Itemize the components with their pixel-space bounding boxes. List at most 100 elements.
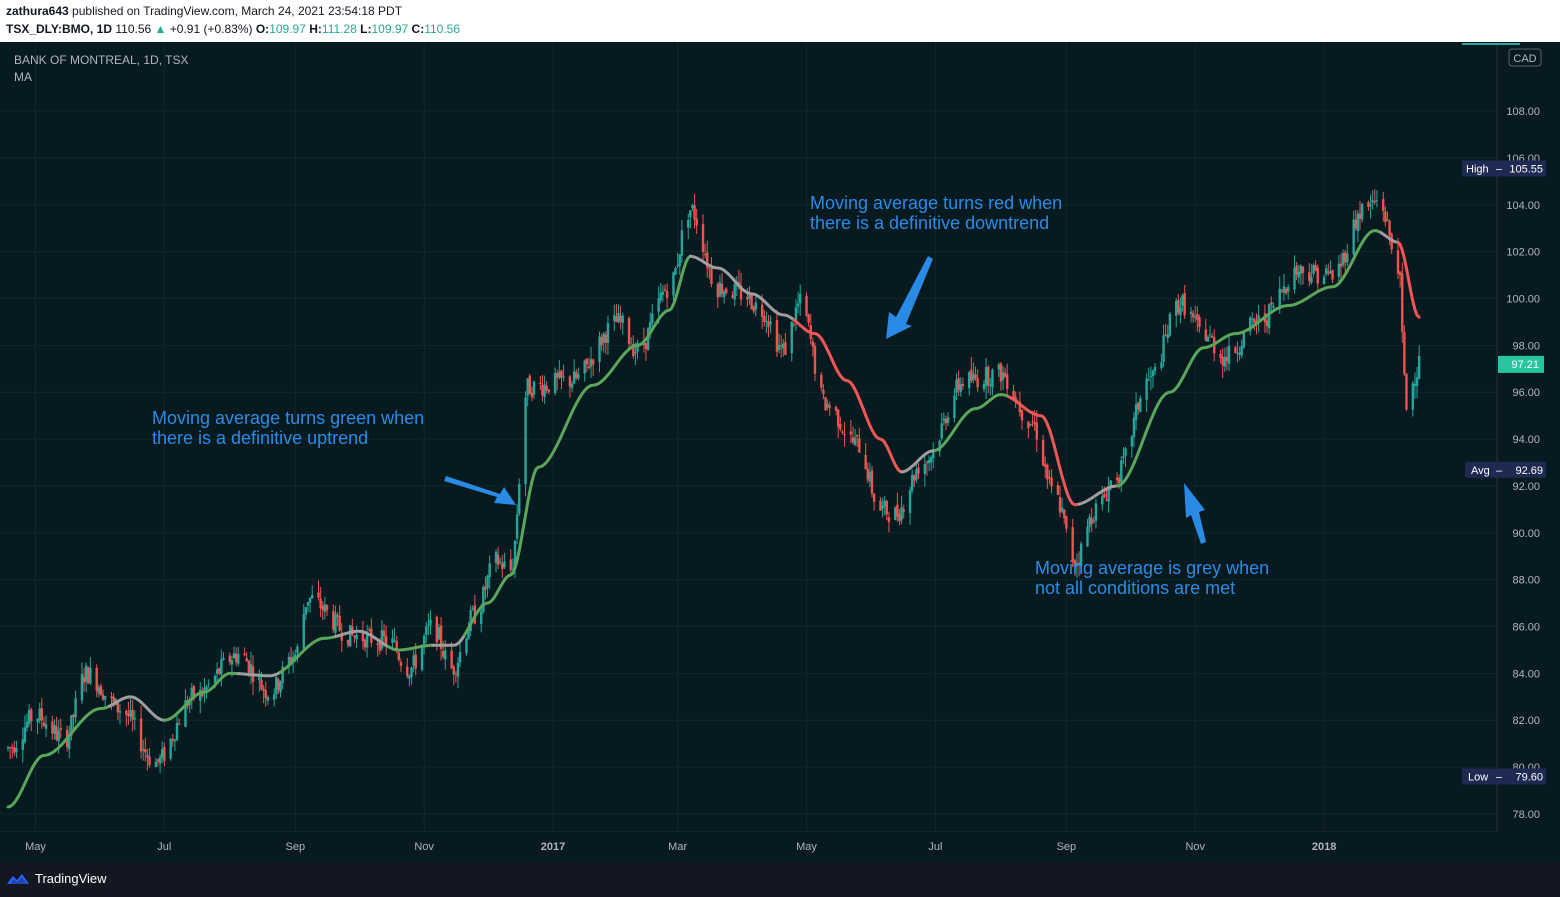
- candle: [30, 707, 33, 732]
- publisher-name[interactable]: zathura643: [6, 4, 69, 18]
- low-badge-value: 79.60: [1515, 771, 1543, 783]
- candle: [883, 495, 886, 516]
- candle: [585, 358, 589, 373]
- avg-badge-value: 92.69: [1515, 465, 1543, 477]
- candle: [95, 664, 98, 698]
- candle: [207, 679, 210, 689]
- candle: [568, 375, 572, 398]
- candle: [1206, 335, 1210, 342]
- candle: [1219, 349, 1222, 364]
- ma-segment-green: [279, 635, 337, 674]
- price-chart[interactable]: 78.0080.0082.0084.0086.0088.0090.0092.00…: [0, 42, 1560, 862]
- chart-area[interactable]: 78.00 80.00 82.00 84.00 86.00 88.00 90.00 92.00…: [0, 42, 1560, 862]
- low-value: 109.97: [371, 22, 409, 36]
- candle: [661, 284, 665, 302]
- candle: [1388, 219, 1391, 245]
- candle: [1073, 558, 1077, 577]
- candle: [841, 429, 844, 435]
- candle: [1398, 271, 1402, 288]
- candle: [346, 639, 350, 648]
- y-tick-label: 108.00: [1506, 106, 1540, 118]
- candle: [393, 627, 396, 643]
- candle: [23, 715, 27, 745]
- candle: [718, 274, 722, 298]
- candle: [365, 624, 369, 658]
- tradingview-logo[interactable]: TradingView: [6, 871, 107, 886]
- ma-segment-red: [1007, 395, 1081, 507]
- candle: [932, 442, 935, 469]
- candle: [676, 252, 679, 269]
- x-tick-label: Nov: [414, 841, 434, 853]
- candle: [173, 738, 177, 751]
- candle: [824, 396, 827, 411]
- ma-segment-grey: [900, 449, 937, 474]
- indicator-label: MA: [14, 70, 32, 84]
- candle: [1181, 293, 1184, 312]
- price-badges: High – 105.55 Avg – 92.69 Low – 79.60: [1462, 160, 1546, 785]
- candle: [556, 369, 559, 391]
- symbol-label[interactable]: TSX_DLY:BMO, 1D: [6, 22, 113, 36]
- candle: [80, 662, 84, 704]
- candle: [1071, 518, 1074, 568]
- footer-bar: TradingView: [0, 862, 1560, 897]
- candle: [1160, 353, 1163, 371]
- candle: [997, 362, 1000, 377]
- candle: [287, 652, 291, 674]
- candle: [38, 702, 41, 724]
- candle: [36, 718, 39, 735]
- candle: [319, 586, 322, 618]
- candle: [6, 745, 10, 752]
- candle: [1139, 395, 1142, 413]
- candle: [1337, 255, 1341, 282]
- open-value: 109.97: [269, 22, 306, 36]
- candle: [915, 461, 918, 483]
- candle: [99, 683, 103, 696]
- y-tick-label: 96.00: [1512, 387, 1540, 399]
- candle: [1075, 553, 1079, 579]
- candle: [243, 647, 246, 657]
- candle: [133, 709, 136, 731]
- candle: [363, 638, 367, 652]
- candle: [767, 314, 770, 338]
- last-price-badge-value: 97.21: [1511, 359, 1539, 371]
- candle: [338, 605, 341, 632]
- candle: [89, 657, 92, 686]
- candle: [275, 675, 278, 699]
- candle: [553, 367, 557, 396]
- candle: [894, 506, 897, 521]
- currency-badge[interactable]: CAD: [1508, 48, 1542, 67]
- ma-segment-green: [162, 671, 240, 722]
- candle: [125, 709, 128, 727]
- candle: [439, 617, 443, 661]
- candle: [70, 715, 73, 741]
- candle: [465, 637, 468, 656]
- candle: [849, 419, 853, 444]
- candle: [44, 715, 48, 738]
- candle: [1065, 515, 1068, 533]
- candle: [427, 613, 430, 636]
- candle: [232, 646, 236, 659]
- x-tick-label: Mar: [668, 841, 687, 853]
- candle: [1020, 409, 1024, 430]
- candle: [1094, 498, 1098, 529]
- candle: [1413, 372, 1417, 399]
- candle: [843, 421, 846, 447]
- candle: [1168, 311, 1172, 337]
- candle: [1257, 304, 1260, 333]
- candle: [13, 740, 16, 756]
- candle: [1166, 325, 1169, 344]
- candle: [21, 727, 24, 763]
- candle: [501, 555, 504, 579]
- candle: [1327, 263, 1330, 276]
- candle: [139, 705, 143, 759]
- candle: [1130, 435, 1134, 458]
- y-tick-label: 90.00: [1512, 528, 1540, 540]
- candle: [1090, 507, 1093, 532]
- candle: [1405, 373, 1408, 412]
- candle: [420, 644, 424, 672]
- candle: [805, 292, 808, 318]
- candle: [547, 389, 550, 395]
- ma-segment-grey: [333, 629, 390, 649]
- candle: [796, 291, 800, 314]
- ma-segment-grey: [688, 254, 796, 322]
